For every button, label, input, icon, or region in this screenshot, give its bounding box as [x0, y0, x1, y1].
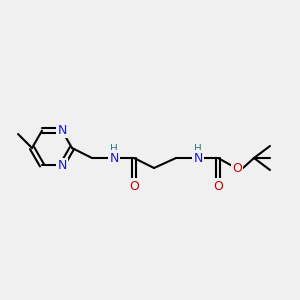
- Text: H: H: [110, 144, 118, 154]
- Text: N: N: [193, 152, 203, 164]
- Text: N: N: [109, 152, 119, 164]
- Text: H: H: [194, 144, 202, 154]
- Text: O: O: [213, 179, 223, 193]
- Text: N: N: [57, 124, 67, 137]
- Text: N: N: [57, 159, 67, 172]
- Text: O: O: [232, 161, 242, 175]
- Text: O: O: [129, 179, 139, 193]
